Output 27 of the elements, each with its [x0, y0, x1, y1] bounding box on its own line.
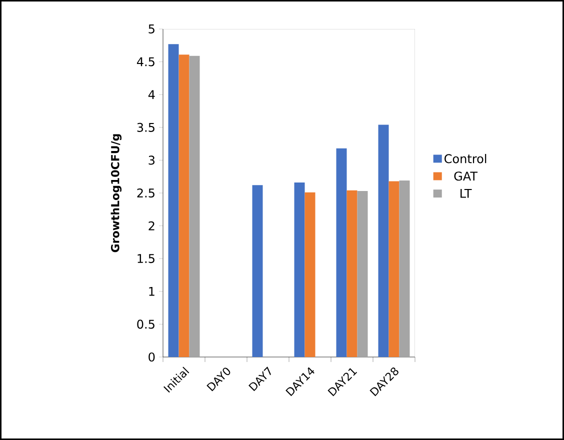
- bar: [252, 185, 263, 358]
- bar: [378, 124, 389, 358]
- y-tick-label: 0.5: [137, 320, 154, 329]
- bar: [346, 190, 358, 358]
- y-tick-label: 2: [148, 221, 154, 230]
- bar: [189, 56, 200, 358]
- bar: [304, 192, 316, 358]
- legend-label: LT: [460, 188, 472, 198]
- bar: [178, 54, 190, 358]
- y-tick-label: 2.5: [137, 188, 154, 198]
- bar: [399, 180, 410, 358]
- y-tick-label: 1.5: [138, 254, 154, 264]
- bar: [294, 182, 305, 358]
- y-tick-label: 3: [148, 156, 154, 165]
- y-tick-label: 4.5: [136, 57, 154, 66]
- bar: [357, 191, 368, 358]
- y-tick-label: 4: [148, 90, 155, 99]
- bar: [336, 148, 347, 358]
- legend-label: GAT: [454, 172, 478, 181]
- bar: [388, 181, 400, 358]
- legend-label: Control: [444, 154, 486, 164]
- y-tick-label: 3.5: [137, 122, 154, 132]
- bar: [168, 44, 179, 358]
- y-tick-label: 1: [149, 287, 154, 296]
- y-tick-label: 5: [148, 24, 154, 34]
- y-tick-label: 0: [148, 352, 155, 362]
- y-axis-title: GrowthLog10CFU/g: [110, 134, 122, 252]
